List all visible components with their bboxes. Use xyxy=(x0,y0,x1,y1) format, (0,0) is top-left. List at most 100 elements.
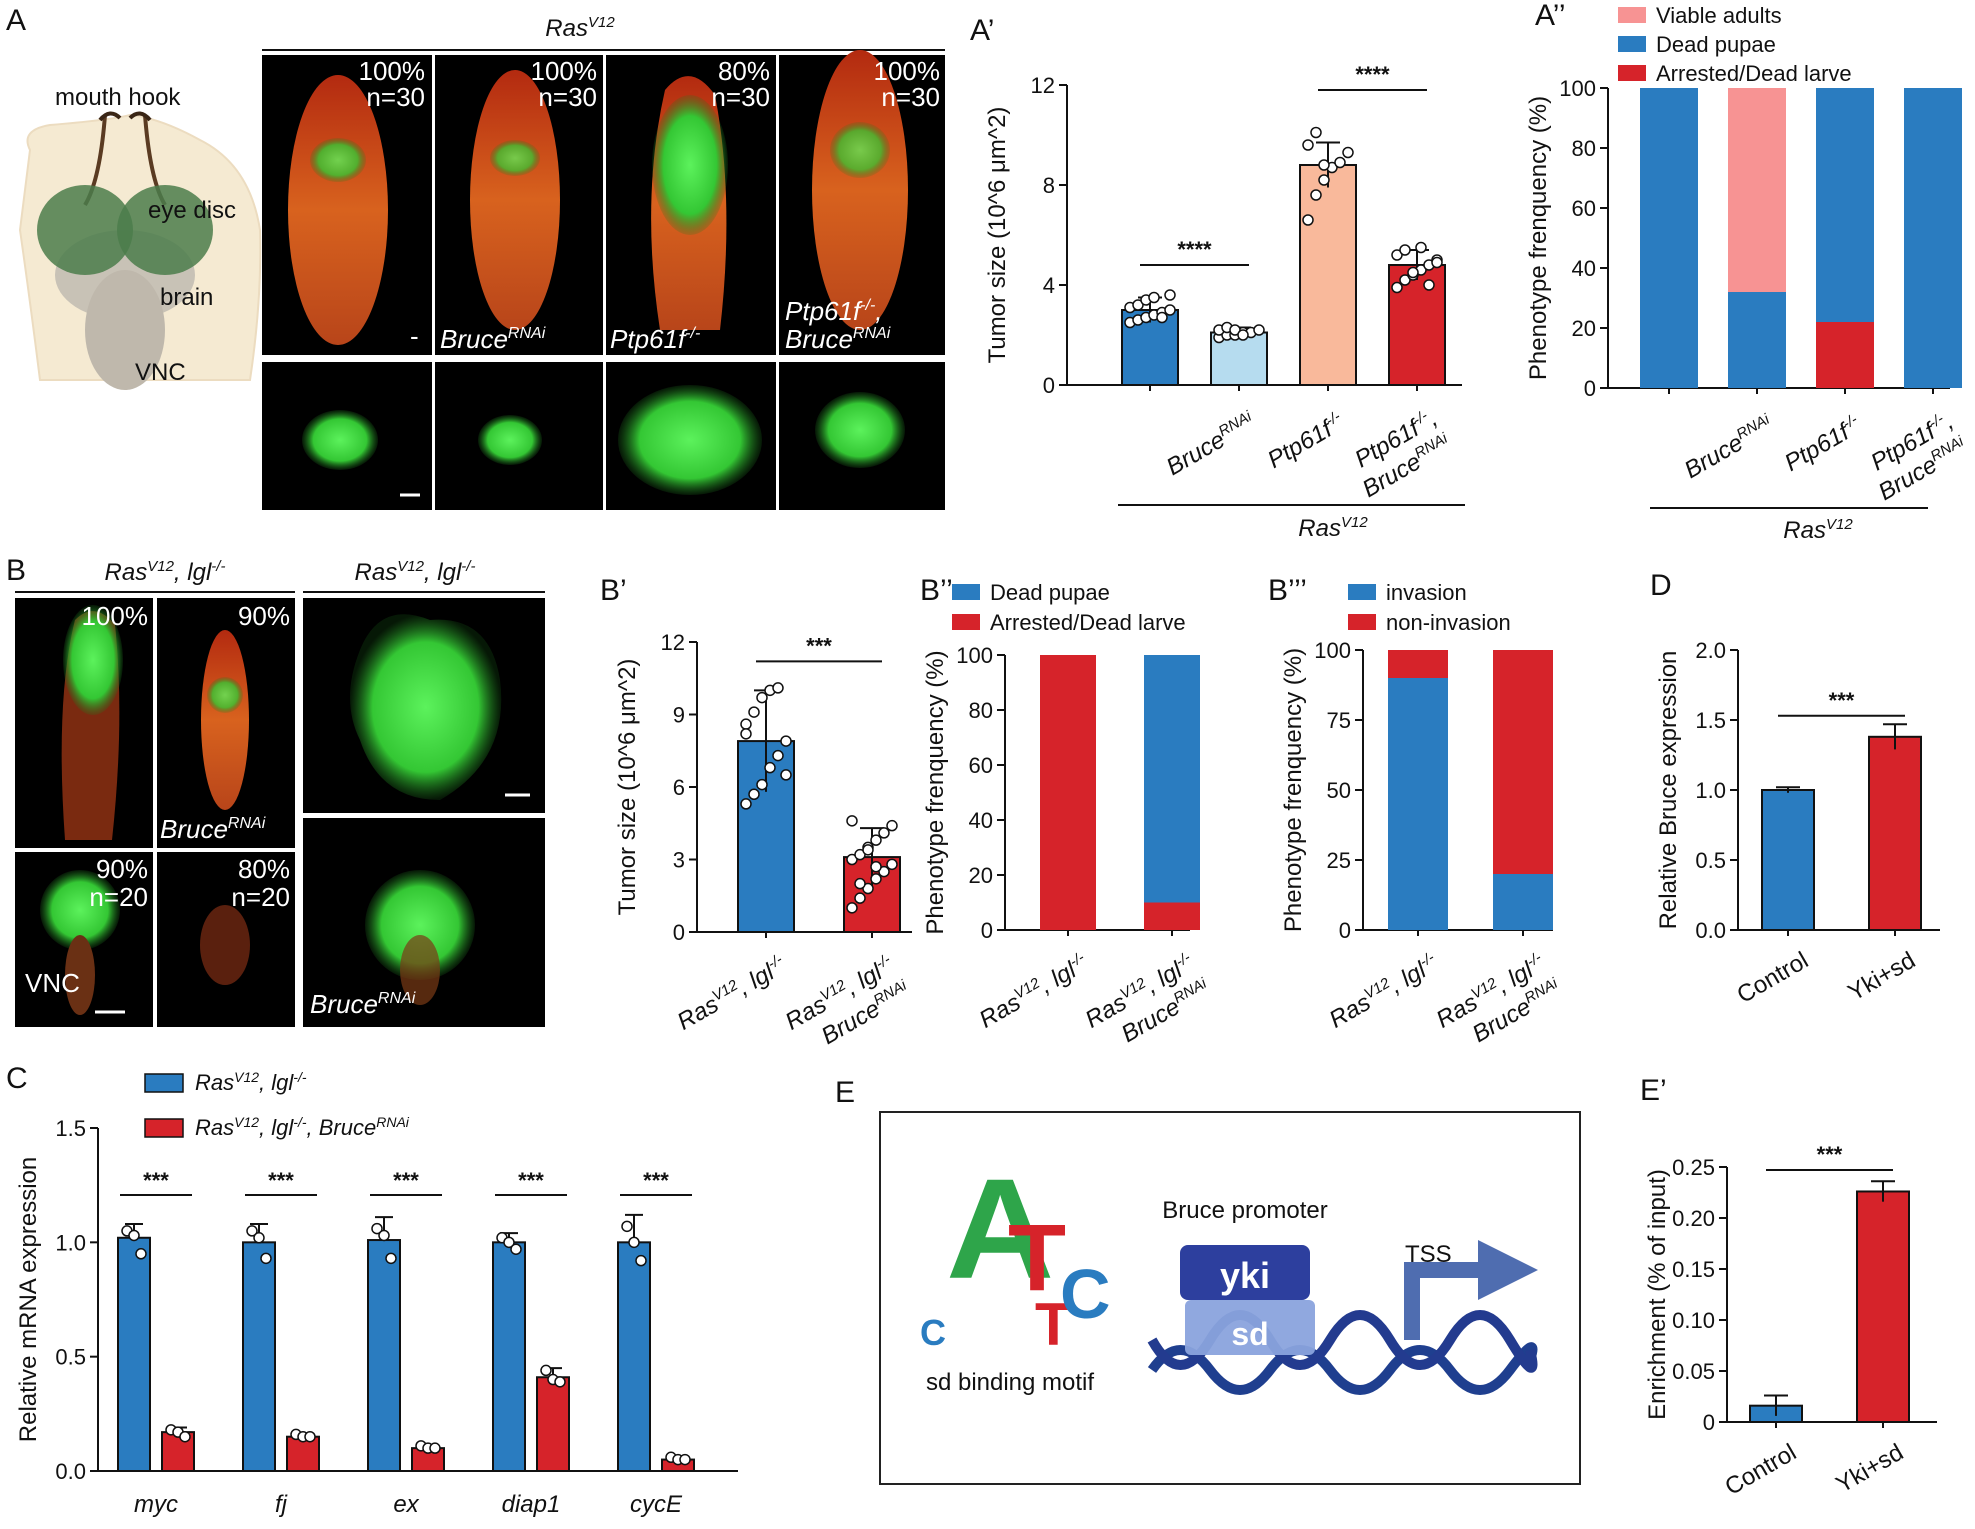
micrograph-b-4-n: n=20 xyxy=(231,882,290,912)
y-axis-label-B2: Phenotype frenquency (%) xyxy=(922,650,949,934)
x-label-0: myc xyxy=(134,1491,178,1518)
micrograph-a-1-pct: 100% xyxy=(359,56,426,86)
micrograph-b-2-pct: 90% xyxy=(238,601,290,631)
schematic-label-mouth-hook: mouth hook xyxy=(55,84,181,111)
schematic-label-brain: brain xyxy=(160,284,213,311)
y-tick-label: 0.15 xyxy=(1672,1257,1715,1282)
legend-entry: Dead pupae xyxy=(990,580,1110,605)
micrograph-b-6: BruceRNAi xyxy=(303,818,545,1027)
y-tick-label: 0 xyxy=(981,918,993,943)
data-point xyxy=(1318,159,1330,171)
y-tick-label: 1.0 xyxy=(55,1230,86,1255)
micrograph-a-4: 100% n=30 Ptp61f-/-, BruceRNAi xyxy=(779,50,945,355)
panel-b: B RasV12, lgl-/- RasV12, lgl-/- 100% 90%… xyxy=(6,554,545,1027)
chart-phenotype-frequency-a: 0 20 40 60 80 100 A’’ Phenotype frenquency (%) V… xyxy=(1525,0,1967,544)
stacked-segment-0 xyxy=(1144,902,1200,930)
legend-entry: Arrested/Dead larve xyxy=(990,610,1186,635)
data-point xyxy=(756,778,768,791)
data-point xyxy=(429,1442,441,1454)
bar-0 xyxy=(617,1241,651,1473)
svg-text:C: C xyxy=(1060,1255,1111,1333)
group-label-sup: V12 xyxy=(1341,514,1368,531)
data-point xyxy=(246,1225,258,1237)
data-point xyxy=(1415,241,1427,254)
data-point xyxy=(1407,266,1419,279)
significance-label: *** xyxy=(1829,688,1855,713)
sd-motif-label: sd binding motif xyxy=(926,1369,1094,1396)
tss-arrow: TSS xyxy=(1404,1240,1538,1340)
data-point xyxy=(1399,244,1411,256)
bar-1 xyxy=(1868,735,1922,931)
data-point xyxy=(740,798,752,810)
data-point xyxy=(253,1232,265,1244)
legend-swatch xyxy=(144,1073,184,1093)
legend-entry: Viable adults xyxy=(1656,3,1782,28)
panel-label-e: E xyxy=(835,1076,855,1109)
chart-relative-mrna-expression: 0.0 0.5 1.0 1.5 C Relative mRNA expression ***… xyxy=(6,1062,738,1518)
x-label-1: BruceRNAi xyxy=(1679,411,1778,484)
significance-label: *** xyxy=(143,1168,169,1193)
panel-b-group-title-2: RasV12, lgl-/- xyxy=(355,558,476,586)
svg-text:T: T xyxy=(1035,1291,1072,1358)
data-point xyxy=(1342,146,1354,159)
x-label-2: Ptp61f-/- xyxy=(1263,408,1349,474)
data-point xyxy=(260,1252,272,1265)
legend-entry: invasion xyxy=(1386,580,1467,605)
x-label-1: Yki+sd xyxy=(1844,947,1920,1007)
micrograph-b-4: 80% n=20 xyxy=(157,852,295,1027)
data-point xyxy=(878,827,890,839)
legend-part: V12 xyxy=(234,1069,259,1085)
panel-e-frame xyxy=(879,1111,1581,1485)
x-label-3: diap1 xyxy=(502,1491,561,1518)
y-tick-label: 1.5 xyxy=(1695,708,1726,733)
y-tick-label: 75 xyxy=(1327,708,1351,733)
data-point xyxy=(870,861,882,873)
svg-text:yki: yki xyxy=(1220,1255,1270,1296)
data-point xyxy=(621,1220,633,1233)
y-tick-label: 0 xyxy=(673,920,685,945)
legend-entry: Dead pupae xyxy=(1656,32,1776,57)
y-tick-label: 0.0 xyxy=(55,1459,86,1484)
data-point xyxy=(780,735,792,747)
micrograph-b-2: 90% BruceRNAi xyxy=(157,598,295,848)
y-tick-label: 0.10 xyxy=(1672,1308,1715,1333)
data-point xyxy=(135,1248,147,1260)
micrograph-b-5 xyxy=(303,598,545,813)
bar-1 xyxy=(1856,1190,1910,1423)
stacked-segment-1 xyxy=(1144,655,1200,903)
y-tick-label: 40 xyxy=(969,808,993,833)
legend-swatch xyxy=(144,1118,184,1138)
data-point xyxy=(1423,279,1435,291)
y-tick-label: 0 xyxy=(1584,376,1596,401)
data-point xyxy=(304,1430,316,1443)
micrograph-a-4-genotype: Ptp61f-/-, xyxy=(785,296,883,326)
significance-label: **** xyxy=(1177,237,1212,262)
svg-text:sd: sd xyxy=(1231,1316,1268,1352)
data-point xyxy=(1310,126,1322,139)
y-tick-label: 100 xyxy=(1314,638,1351,663)
significance-label: *** xyxy=(806,633,832,658)
y-tick-label: 0 xyxy=(1339,918,1351,943)
legend-part: -/- xyxy=(293,1114,307,1130)
data-point xyxy=(1156,311,1168,324)
data-point xyxy=(1302,139,1314,151)
panel-label-B1: B’ xyxy=(600,574,627,607)
y-tick-label: 0.5 xyxy=(55,1345,86,1370)
significance-label: *** xyxy=(393,1168,419,1193)
y-tick-label: 0.05 xyxy=(1672,1359,1715,1384)
y-tick-label: 2.0 xyxy=(1695,638,1726,663)
data-point xyxy=(128,1229,140,1242)
data-point xyxy=(740,718,752,730)
data-point xyxy=(1237,329,1249,341)
data-point xyxy=(628,1236,640,1249)
y-tick-label: 12 xyxy=(661,630,685,655)
micrograph-b-3: 90% n=20 VNC xyxy=(15,852,153,1027)
data-point xyxy=(1302,214,1314,226)
y-tick-label: 6 xyxy=(673,775,685,800)
stacked-segment-0 xyxy=(1816,322,1874,388)
data-point xyxy=(740,728,752,740)
data-point xyxy=(1164,304,1176,316)
bar-2 xyxy=(1299,164,1357,386)
data-point xyxy=(378,1229,390,1242)
micrograph-a-1-genotype: - xyxy=(410,321,419,351)
